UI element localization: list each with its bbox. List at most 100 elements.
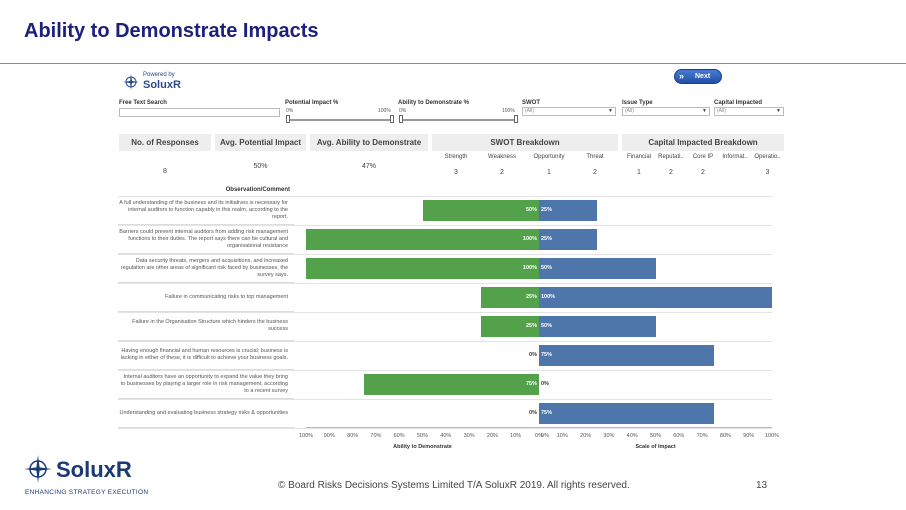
ability-bar[interactable] [480,316,539,337]
observation-row-label: A full understanding of the business and… [118,196,294,225]
impact-bar[interactable] [539,287,772,308]
ability-min-label: 0% [399,108,407,114]
ability-max-label: 100% [502,108,515,114]
ability-bar-label: 100% [522,265,537,271]
impact-bar[interactable] [539,403,714,424]
left-axis-tick-label: 60% [393,433,405,439]
capital-col-core-ip: Core IP [692,154,714,160]
right-axis-tick-label: 40% [626,433,638,439]
capital-col-information: Informat.. [722,154,748,160]
capital-impacted-dropdown[interactable]: (All) ▼ [714,107,784,116]
observation-header: Observation/Comment [225,187,290,193]
swot-breakdown-header: SWOT Breakdown [432,134,618,151]
powered-by-logo: Powered by SoluxR [123,70,193,94]
right-axis-tick-label: 100% [764,433,780,439]
impact-bar[interactable] [539,229,598,250]
potential-slider-min-handle[interactable] [286,115,290,123]
left-axis-tick-label: 50% [416,433,429,439]
ability-slider-min-handle[interactable] [399,115,403,123]
next-button-label: Next [695,73,711,80]
right-axis-tick-label: 10% [556,433,568,439]
right-axis-tick-label: 70% [696,433,708,439]
swot-value-weakness: 2 [500,169,504,176]
chart-row-divider [118,428,772,429]
issue-type-label: Issue Type [622,100,653,106]
right-axis-tick-label: 30% [603,433,615,439]
left-axis-tick-label: 30% [463,433,475,439]
dashboard: Powered by SoluxR » Next Free Text Searc… [118,66,786,454]
left-axis-tick-label: 80% [347,433,359,439]
ability-bar[interactable] [306,229,539,250]
chart-row-divider [118,399,772,400]
impact-bar-label: 50% [541,323,553,329]
swot-value-threat: 2 [593,169,597,176]
ability-bar-label: 25% [525,294,537,300]
impact-bar-label: 25% [541,207,553,213]
potential-impact-label: Potential Impact % [285,100,339,106]
left-axis-tick-label: 90% [323,433,335,439]
ability-bar-label: 0% [529,352,537,358]
swot-dropdown-value: (All) [525,108,534,114]
kpi-ability-header: Avg. Ability to Demonstrate [310,134,428,151]
free-text-search-input[interactable] [119,108,280,117]
ability-demonstrate-label: Ability to Demonstrate % [398,100,470,106]
soluxr-logo: SoluxR ENHANCING STRATEGY EXECUTION [24,455,164,503]
ability-bar-label: 50% [525,207,537,213]
impact-bar-label: 75% [541,410,553,416]
ability-bar-label: 75% [525,381,537,387]
ability-bar-label: 100% [522,236,537,242]
ability-demonstrate-slider[interactable] [401,119,517,121]
left-axis-tick-label: 100% [298,433,314,439]
swot-dropdown[interactable]: (All) ▼ [522,107,616,116]
ability-slider-max-handle[interactable] [514,115,518,123]
swot-value-opportunity: 1 [547,169,551,176]
swot-col-threat: Threat [586,154,604,160]
free-text-label: Free Text Search [119,100,167,106]
left-axis-tick-label: 10% [510,433,522,439]
ability-bar[interactable] [422,200,539,221]
observation-row-label: Data security threats, mergers and acqui… [118,254,294,283]
kpi-potential-header: Avg. Potential Impact [215,134,306,151]
logo-tagline: ENHANCING STRATEGY EXECUTION [25,489,149,496]
next-button[interactable]: » Next [674,69,722,84]
impact-bar[interactable] [539,200,598,221]
slide-title: Ability to Demonstrate Impacts [24,20,319,42]
observation-row-label: Internal auditors have an opportunity to… [118,370,294,399]
chart-row-divider [118,283,772,284]
caret-down-icon: ▼ [776,108,781,114]
observation-row-label: Understanding and evaluating business st… [118,399,294,428]
observation-row-label: Failure in the Organisation Structure wh… [118,312,294,341]
swot-col-opportunity: Opportunity [533,154,565,160]
left-axis-tick-label: 70% [370,433,382,439]
capital-value-reputation: 2 [669,169,673,176]
double-chevron-right-icon: » [679,71,685,81]
swot-value-strength: 3 [454,169,458,176]
impact-bar-label: 50% [541,265,553,271]
ability-bar-label: 0% [529,410,537,416]
caret-down-icon: ▼ [608,108,613,114]
kpi-responses-header: No. of Responses [119,134,211,151]
powered-by-text: Powered by [143,72,175,78]
ability-bar[interactable] [364,374,539,395]
caret-down-icon: ▼ [702,108,707,114]
impact-bar[interactable] [539,258,656,279]
right-axis-title: Scale of Impact [635,444,676,450]
left-axis-title: Ability to Demonstrate [393,444,452,450]
kpi-responses-value: 8 [163,168,167,175]
potential-impact-slider[interactable] [288,119,392,121]
issue-type-dropdown[interactable]: (All) ▼ [622,107,710,116]
issue-type-dropdown-value: (All) [625,108,634,114]
kpi-ability-value: 47% [361,163,376,170]
potential-slider-max-handle[interactable] [390,115,394,123]
ability-bar-label: 25% [525,323,537,329]
powered-by-brand: SoluxR [143,79,181,91]
ability-bar[interactable] [480,287,539,308]
impact-bar[interactable] [539,345,714,366]
impact-bar[interactable] [539,316,656,337]
right-axis-tick-label: 20% [580,433,592,439]
left-axis-tick-label: 0% [535,433,543,439]
ability-bar[interactable] [306,258,539,279]
capital-col-operational: Operatio.. [754,154,781,160]
impact-bar-label: 0% [541,381,549,387]
capital-col-financial: Financial [626,154,651,160]
